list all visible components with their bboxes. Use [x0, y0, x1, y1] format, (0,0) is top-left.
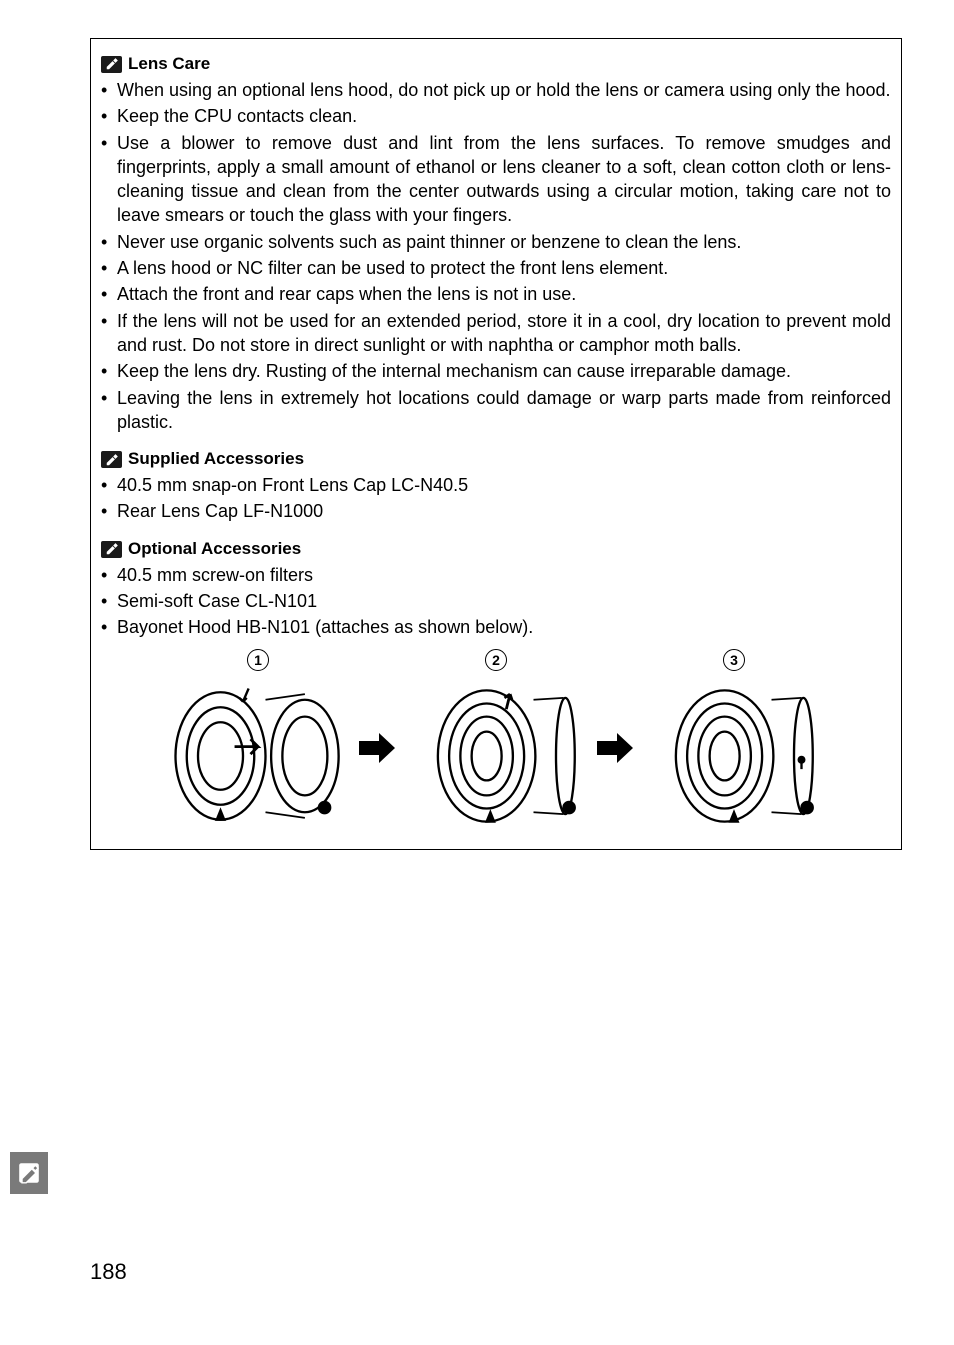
lens-care-list: When using an optional lens hood, do not… — [101, 78, 891, 434]
content-box: Lens Care When using an optional lens ho… — [90, 38, 902, 850]
sidebar-tab-icon — [10, 1152, 48, 1194]
optional-list: 40.5 mm screw-on filters Semi-soft Case … — [101, 563, 891, 640]
step-2: 2 — [401, 649, 591, 831]
list-item: A lens hood or NC filter can be used to … — [101, 256, 891, 280]
list-item: Never use organic solvents such as paint… — [101, 230, 891, 254]
list-item: Leaving the lens in extremely hot locati… — [101, 386, 891, 435]
list-item: Use a blower to remove dust and lint fro… — [101, 131, 891, 228]
step-number: 1 — [247, 649, 269, 671]
hood-attachment-steps: 1 2 — [101, 649, 891, 831]
arrow-right-icon — [359, 727, 395, 776]
heading-text: Lens Care — [128, 53, 210, 76]
supplied-heading: Supplied Accessories — [101, 448, 891, 471]
heading-text: Optional Accessories — [128, 538, 301, 561]
list-item: If the lens will not be used for an exte… — [101, 309, 891, 358]
pencil-icon — [101, 56, 122, 73]
arrow-right-icon — [597, 727, 633, 776]
list-item: Keep the CPU contacts clean. — [101, 104, 891, 128]
list-item: Keep the lens dry. Rusting of the intern… — [101, 359, 891, 383]
lens-care-heading: Lens Care — [101, 53, 891, 76]
list-item: When using an optional lens hood, do not… — [101, 78, 891, 102]
optional-heading: Optional Accessories — [101, 538, 891, 561]
pencil-icon — [101, 541, 122, 558]
page-number: 188 — [90, 1257, 127, 1287]
list-item: Attach the front and rear caps when the … — [101, 282, 891, 306]
step-3: 3 — [639, 649, 829, 831]
lens-illustration-icon — [401, 681, 591, 831]
list-item: Bayonet Hood HB-N101 (attaches as shown … — [101, 615, 891, 639]
list-item: 40.5 mm snap-on Front Lens Cap LC-N40.5 — [101, 473, 891, 497]
list-item: Rear Lens Cap LF-N1000 — [101, 499, 891, 523]
lens-illustration-icon — [163, 681, 353, 831]
pencil-icon — [101, 451, 122, 468]
heading-text: Supplied Accessories — [128, 448, 304, 471]
step-number: 3 — [723, 649, 745, 671]
step-1: 1 — [163, 649, 353, 831]
list-item: 40.5 mm screw-on filters — [101, 563, 891, 587]
step-number: 2 — [485, 649, 507, 671]
supplied-list: 40.5 mm snap-on Front Lens Cap LC-N40.5 … — [101, 473, 891, 524]
list-item: Semi-soft Case CL-N101 — [101, 589, 891, 613]
lens-illustration-icon — [639, 681, 829, 831]
